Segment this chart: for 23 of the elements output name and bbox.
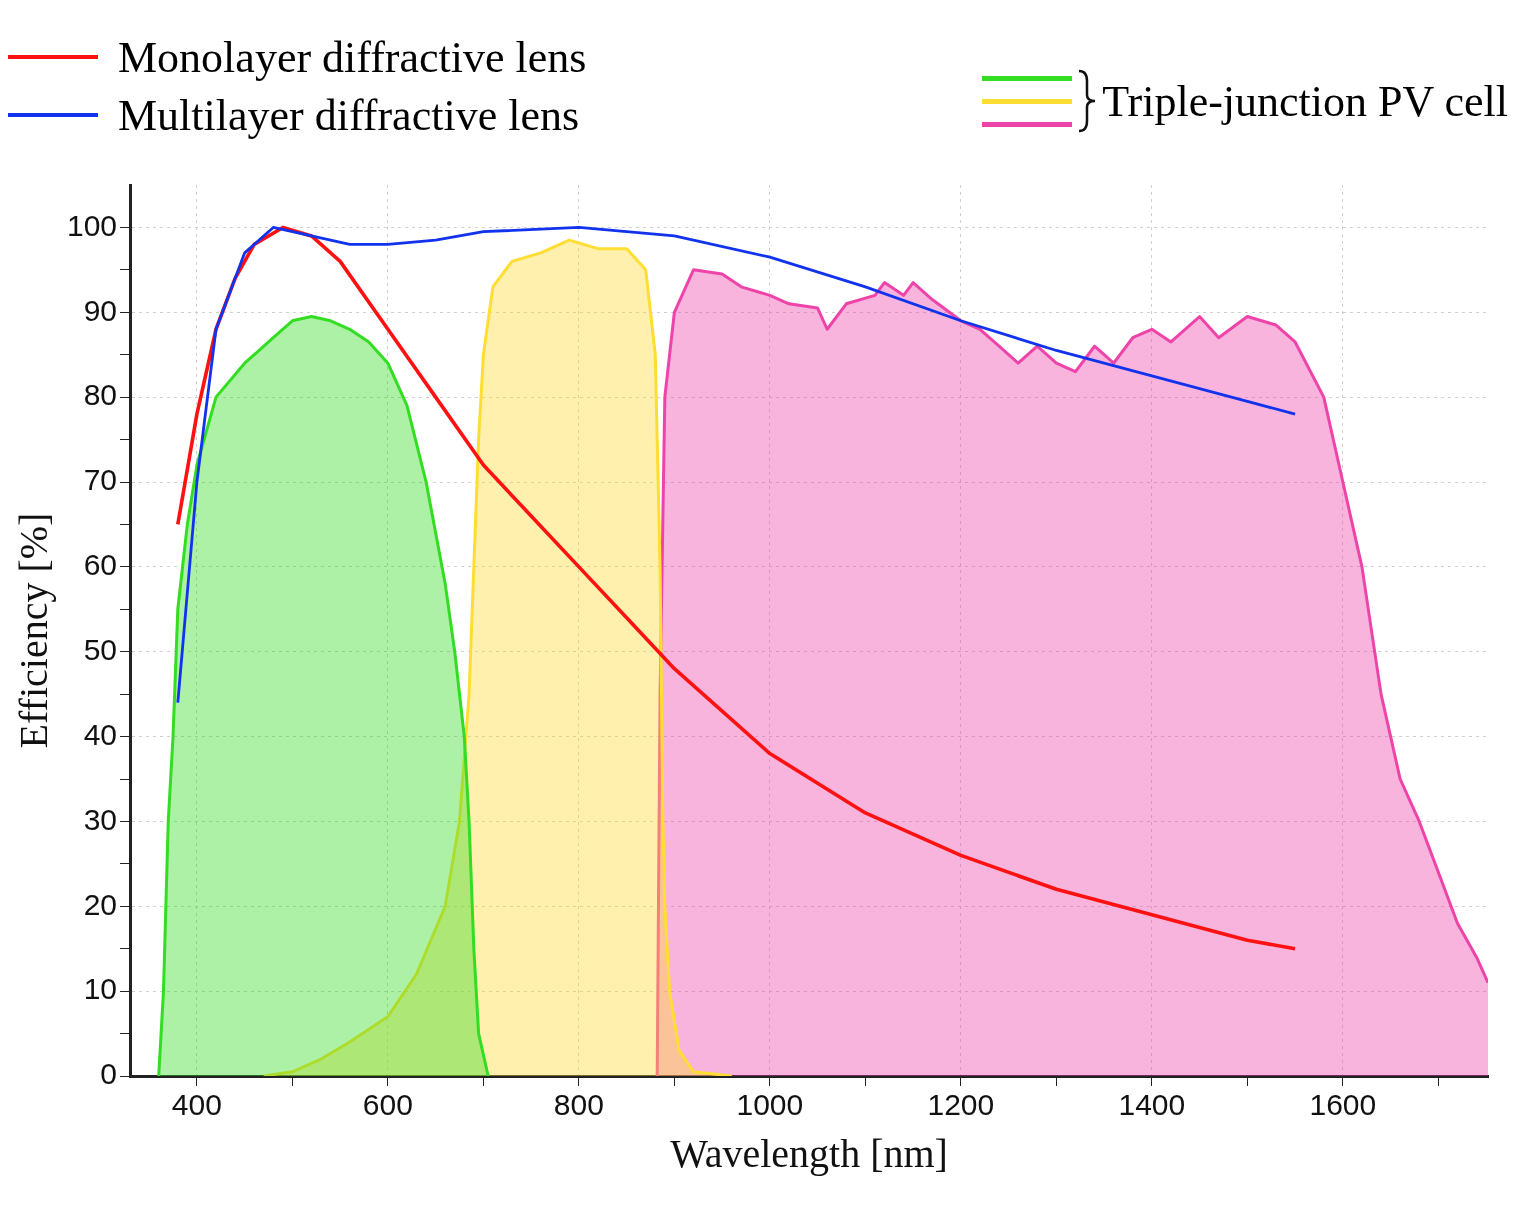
y-tick-label: 30: [83, 802, 118, 836]
x-tick-label: 800: [553, 1088, 604, 1122]
legend-label: Monolayer diffractive lens: [118, 31, 587, 83]
y-axis-title: Efficiency [%]: [10, 512, 56, 749]
legend-title: Triple-junction PV cell: [1102, 75, 1508, 127]
x-tick-label: 600: [362, 1088, 413, 1122]
x-axis-title: Wavelength [nm]: [670, 1130, 948, 1176]
y-tick-label: 40: [83, 717, 118, 751]
y-tick-label: 80: [83, 378, 118, 412]
x-tick-label: 1200: [927, 1088, 995, 1122]
y-tick-label: 100: [66, 208, 118, 242]
x-tick-label: 1000: [736, 1088, 804, 1122]
y-tick-label: 0: [100, 1057, 118, 1091]
y-tick-label: 60: [83, 548, 118, 582]
x-tick-label: 400: [171, 1088, 222, 1122]
y-tick-label: 70: [83, 463, 118, 497]
y-tick-label: 10: [83, 972, 118, 1006]
y-tick-label: 50: [83, 632, 118, 666]
x-tick-label: 1600: [1309, 1088, 1377, 1122]
y-tick-label: 20: [83, 887, 118, 921]
legend-label: Multilayer diffractive lens: [118, 89, 580, 141]
x-tick-label: 1400: [1118, 1088, 1186, 1122]
y-tick-label: 90: [83, 293, 118, 327]
